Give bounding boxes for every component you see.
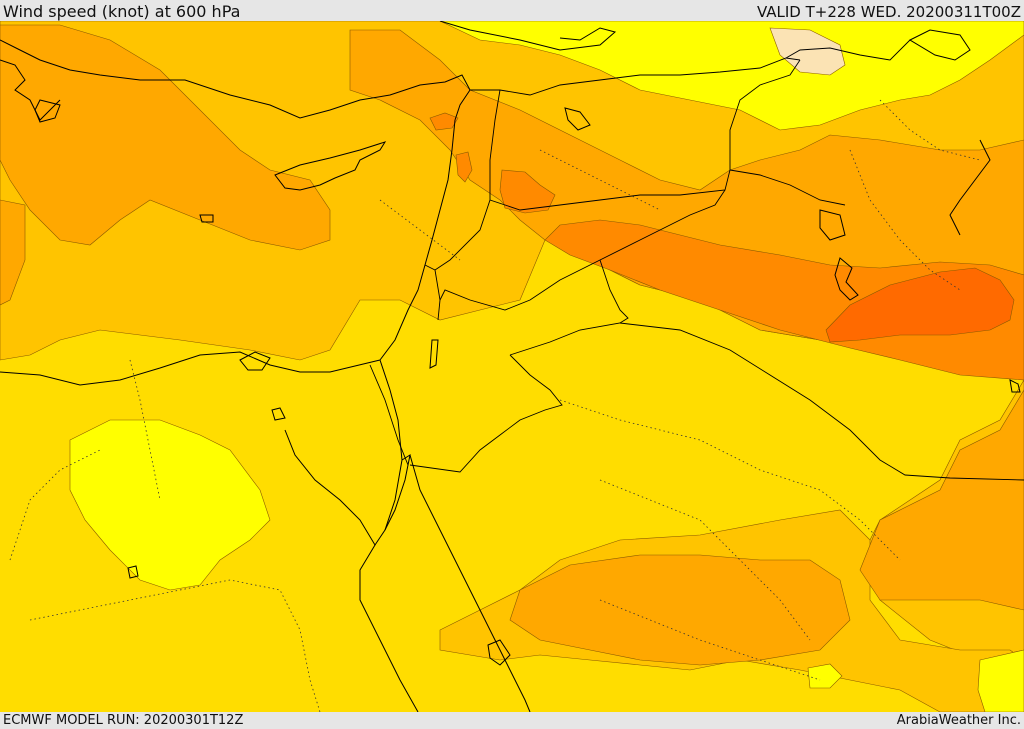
footer-bar: ECMWF MODEL RUN: 20200301T12Z ArabiaWeat…	[0, 712, 1024, 729]
field-yellow-southeast	[977, 649, 1024, 712]
header-bar: Wind speed (knot) at 600 hPa VALID T+228…	[0, 0, 1024, 21]
field-dark-orange-spot-3	[455, 151, 473, 183]
field-orange-northwest	[0, 24, 331, 251]
credit: ArabiaWeather Inc.	[896, 713, 1021, 728]
field-yellow-north-light	[769, 27, 846, 76]
province-lines	[9, 99, 981, 712]
wind-speed-map[interactable]	[0, 21, 1024, 712]
map-canvas	[0, 21, 1024, 712]
field-yellow-north	[439, 21, 1024, 131]
field-orange-south	[509, 554, 851, 666]
valid-time: VALID T+228 WED. 20200311T00Z	[756, 3, 1021, 21]
field-yellow-egypt	[69, 419, 271, 591]
country-borders	[369, 39, 1024, 481]
field-orange-west	[0, 199, 26, 306]
model-run: ECMWF MODEL RUN: 20200301T12Z	[3, 713, 244, 728]
map-title: Wind speed (knot) at 600 hPa	[3, 2, 241, 21]
field-orange-east-lower	[859, 389, 1024, 611]
field-yellow-spot	[807, 663, 843, 689]
field-dark-orange-spot-1	[499, 169, 556, 214]
field-red-orange-core	[825, 267, 1015, 343]
coastlines	[0, 21, 1021, 712]
